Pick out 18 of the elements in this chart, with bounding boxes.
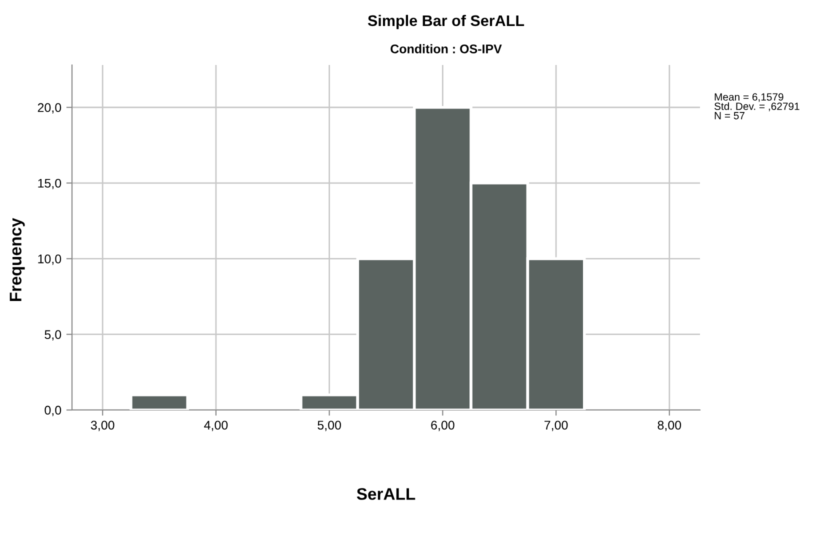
x-tick-label: 4,00 xyxy=(204,420,228,432)
x-axis-title: SerALL xyxy=(356,488,416,500)
y-tick-label: 0,0 xyxy=(44,406,62,416)
text: Std. Dev. = ,62791 xyxy=(714,102,800,112)
y-tick-label: 20,0 xyxy=(38,103,62,114)
y-tick-label: 5,0 xyxy=(44,330,62,340)
x-tick-label: 7,00 xyxy=(544,420,568,432)
y-axis-title: Frequency xyxy=(10,218,25,302)
x-tick-label: 5,00 xyxy=(318,420,341,432)
y-tick-label: 10,0 xyxy=(38,254,62,265)
x-tick-label: 8,00 xyxy=(658,420,682,432)
text: Mean = 6,1579 xyxy=(714,93,784,102)
text: N = 57 xyxy=(714,112,744,120)
x-tick-label: 3,00 xyxy=(90,420,114,432)
chart-subtitle: Condition : OS-IPV xyxy=(390,44,502,54)
chart-title: Simple Bar of SerALL xyxy=(368,14,524,30)
y-tick-label: 15,0 xyxy=(38,178,62,190)
x-tick-label: 6,00 xyxy=(431,420,454,432)
